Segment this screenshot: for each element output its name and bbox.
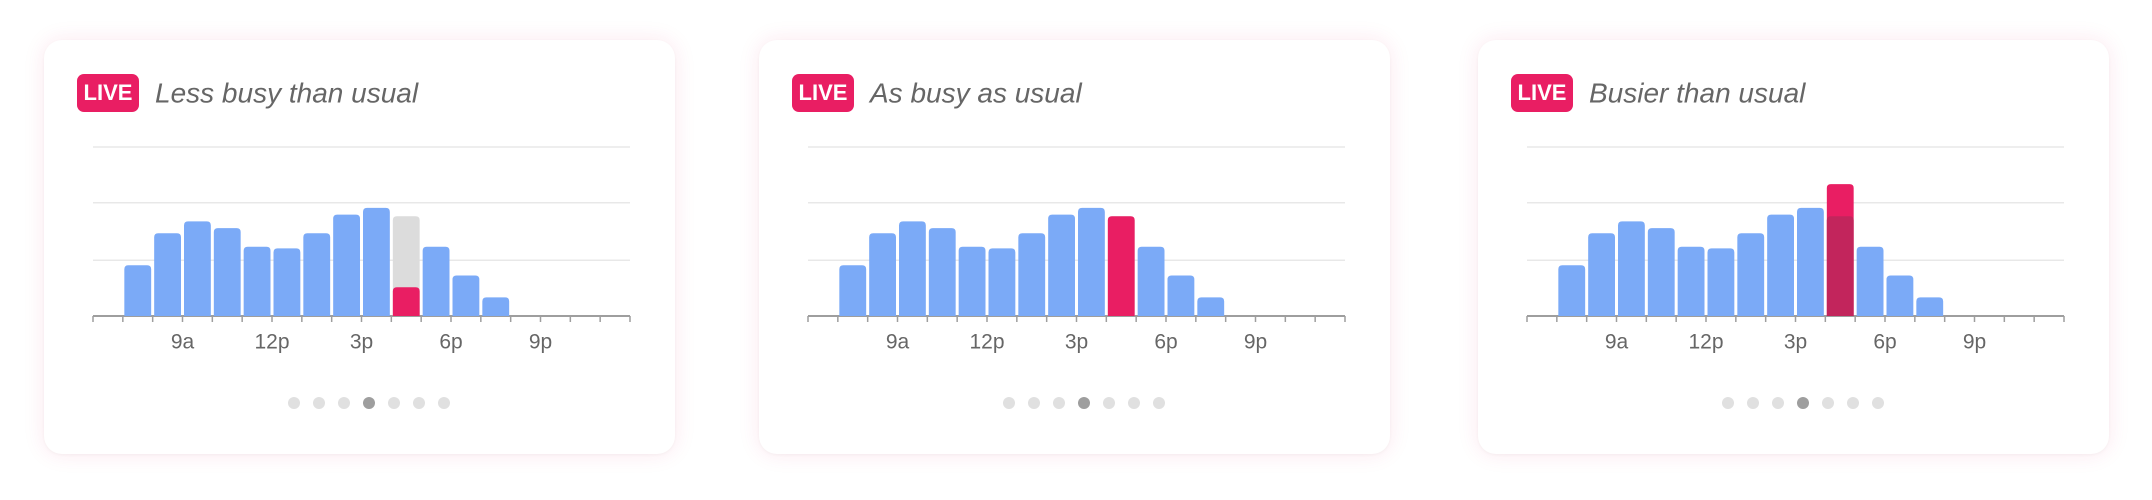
bar [1558,265,1586,316]
page-dot [1053,397,1065,409]
bar [1588,233,1615,316]
bar [958,246,986,316]
badge-text: LIVE [84,80,133,105]
bar [392,287,420,316]
bar [303,233,331,316]
bar [1107,216,1135,316]
page-dot [1797,397,1809,409]
page-dot [1847,397,1859,409]
bar [1677,246,1705,316]
live-badge [77,74,139,112]
x-tick-label: 12p [254,331,289,354]
x-tick-label: 9p [529,331,552,354]
x-tick-label: 6p [1154,331,1177,354]
x-tick-label: 12p [969,331,1004,354]
bar [213,228,241,316]
bar [1048,214,1075,316]
page-dot [438,397,450,409]
bar [1078,207,1105,316]
page-dot [1003,397,1015,409]
badge-text: LIVE [799,80,848,105]
bar [333,214,360,316]
bar [1018,233,1046,316]
x-tick-label: 9a [171,331,195,354]
bar [988,248,1016,316]
bar [1797,207,1824,316]
page-dot [363,397,375,409]
x-tick-label: 9p [1244,331,1267,354]
page-dot [1078,397,1090,409]
page-dot [288,397,300,409]
bar [363,207,390,316]
x-tick-label: 9a [886,331,910,354]
x-tick-label: 6p [1873,331,1896,354]
x-tick-label: 12p [1688,331,1723,354]
bar [1737,233,1765,316]
bar [273,248,301,316]
bar [1137,246,1165,316]
chart-title: As busy as usual [868,77,1082,108]
bar [154,233,181,316]
bar [1886,275,1914,316]
page-dot [413,397,425,409]
badge-text: LIVE [1518,80,1567,105]
page-dot [1722,397,1734,409]
bar [1767,214,1794,316]
x-tick-label: 9p [1963,331,1986,354]
bar [1826,216,1854,316]
page-dot [1747,397,1759,409]
page-dot [1028,397,1040,409]
bar [243,246,271,316]
card: LIVE As busy as usual 9a 12p 3p 6p 9p [759,40,1390,454]
bar [1856,246,1884,316]
bar [1707,248,1735,316]
bar [839,265,867,316]
page-dot [1872,397,1884,409]
bar [452,275,480,316]
x-tick-label: 9a [1605,331,1629,354]
x-tick-label: 3p [350,331,373,354]
page-dot [388,397,400,409]
live-badge [1511,74,1573,112]
page-dot [338,397,350,409]
bar [422,246,450,316]
bar [1647,228,1675,316]
chart: LIVE Less busy than usual 9a 12p 3p 6p 9p [77,74,631,409]
bar [124,265,152,316]
bar [184,221,211,316]
bar [1167,275,1195,316]
page-dot [1128,397,1140,409]
bar [1618,221,1645,316]
page-dot [1772,397,1784,409]
chart: LIVE Busier than usual 9a 12p 3p 6p 9p [1511,74,2065,409]
page-dot [1822,397,1834,409]
bar [1197,297,1225,316]
card: LIVE Less busy than usual 9a 12p 3p 6p 9p [44,40,675,454]
page-dot [1103,397,1115,409]
page-dot [1153,397,1165,409]
live-badge [792,74,854,112]
bar [482,297,510,316]
card: LIVE Busier than usual 9a 12p 3p 6p 9p [1478,40,2109,454]
x-tick-label: 6p [439,331,462,354]
chart: LIVE As busy as usual 9a 12p 3p 6p 9p [792,74,1346,409]
bar [869,233,896,316]
x-tick-label: 3p [1065,331,1088,354]
bar [928,228,956,316]
chart-title: Busier than usual [1589,77,1806,108]
page-dot [313,397,325,409]
bar [899,221,926,316]
x-tick-label: 3p [1784,331,1807,354]
chart-title: Less busy than usual [155,77,419,108]
bar [1916,297,1944,316]
